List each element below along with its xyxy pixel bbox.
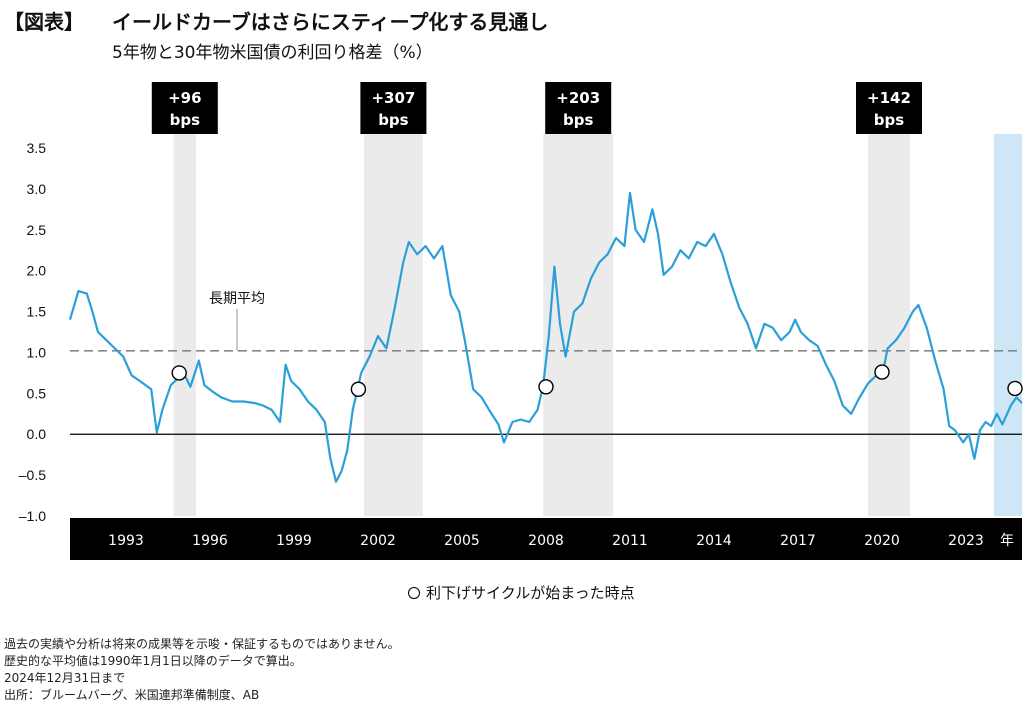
cut-start-marker [874,364,890,380]
y-tick-label: 0.0 [27,426,47,442]
y-tick-label: 3.0 [27,181,47,197]
footnote-1: 過去の実績や分析は将来の成果等を示唆・保証するものではありません。 [4,637,400,651]
forecast-band [994,134,1022,516]
y-tick-label: 3.5 [27,140,47,156]
x-tick-label: 2011 [612,533,648,549]
y-tick-label: 2.5 [27,222,47,238]
x-tick-label: 1993 [108,533,144,549]
x-tick-label: 1996 [192,533,228,549]
figure-tag: 【図表】 [4,10,84,34]
cycle-label-value: +96 [168,89,201,107]
cycle-label-value: +307 [371,89,415,107]
cycle-label-box [360,82,427,134]
cut-cycle-band-2 [543,134,614,516]
cycle-label-unit: bps [378,111,408,129]
footnote-3: 2024年12月31日まで [4,671,126,685]
cut-start-marker [538,379,554,395]
cycle-label-1: +307 bps [360,82,427,134]
x-tick-label: 2005 [444,533,480,549]
cycle-label-value: +203 [556,89,600,107]
cut-point-layer [171,364,1023,397]
cycle-label-2: +203 bps [545,82,612,134]
legend: 利下げサイクルが始まった時点 [408,582,635,603]
footnote-4: 出所：ブルームバーグ、米国連邦準備制度、AB [4,688,260,702]
cycle-label-layer: +96 bps +307 bps +203 bps +142 bps [151,82,922,134]
x-tick-label: 2020 [864,533,900,549]
x-tick-label: 1999 [276,533,312,549]
cycle-label-unit: bps [170,111,200,129]
grid-layer: 長期平均 [70,291,1022,435]
x-axis-unit-label: 年 [1000,533,1014,549]
cycle-label-unit: bps [563,111,593,129]
x-tick-label: 2008 [528,533,564,549]
footnote-2: 歴史的な平均値は1990年1月1日以降のデータで算出。 [4,654,302,668]
x-axis-bar [70,518,1022,560]
cut-start-marker [350,381,367,397]
cut-start-marker [1007,380,1023,397]
x-tick-label: 2017 [780,533,816,549]
y-axis: 3.5 3.0 2.5 2.0 1.5 1.0 0.5 0.0 –0.5 –1.0 [19,140,46,524]
chart-subtitle: 5年物と30年物米国債の利回り格差（%） [112,43,433,63]
cycle-label-box [545,82,612,134]
y-tick-label: 1.5 [27,304,47,320]
cut-cycle-band-0 [173,134,196,516]
cycle-label-value: +142 [867,89,911,107]
y-tick-label: –0.5 [19,467,46,483]
cycle-label-box [856,82,922,134]
y-tick-label: 0.5 [27,385,47,401]
legend-circle-icon [408,586,420,599]
x-tick-label: 2002 [360,533,396,549]
chart-header: 【図表】 イールドカーブはさらにスティープ化する見通し 5年物と30年物米国債の… [0,2,1024,72]
cycle-label-3: +142 bps [856,82,922,134]
cut-start-marker [171,365,187,381]
cut-cycle-band-1 [364,134,423,516]
chart-title: イールドカーブはさらにスティープ化する見通し [112,10,549,34]
yield-spread-chart: 長期平均 3.5 3.0 2.5 2.0 1.5 1.0 0.5 0.0 –0.5 –1.0 +9… [19,82,1023,560]
x-axis: 1993 1996 1999 2002 2005 2008 2011 2014 2017 2020… [70,518,1022,560]
cycle-label-unit: bps [874,111,904,129]
average-label: 長期平均 [209,291,265,307]
cycle-label-box [151,82,218,134]
band-layer [173,134,1022,516]
footnotes: 過去の実績や分析は将来の成果等を示唆・保証するものではありません。 歴史的な平均… [4,636,400,704]
legend-label: 利下げサイクルが始まった時点 [426,584,635,602]
x-tick-label: 2023 [948,533,984,549]
cycle-label-0: +96 bps [151,82,218,134]
y-tick-label: 2.0 [27,263,47,279]
cut-cycle-band-3 [868,134,910,516]
x-tick-label: 2014 [696,533,732,549]
y-tick-label: 1.0 [27,344,47,360]
y-tick-label: –1.0 [19,508,46,524]
